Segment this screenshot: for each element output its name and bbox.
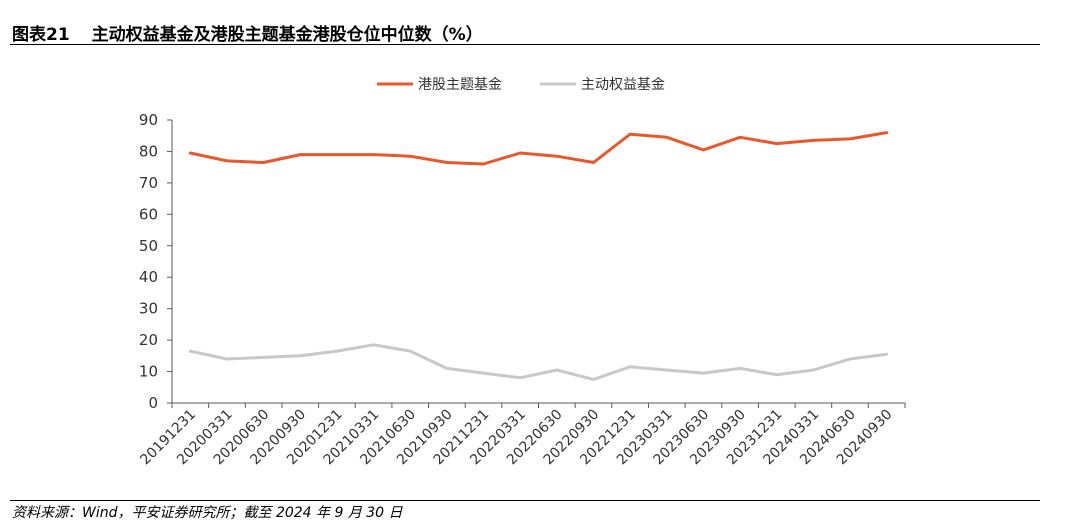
series-layer <box>188 131 889 381</box>
y-tick-label: 0 <box>148 394 158 412</box>
y-tick-label: 90 <box>139 111 158 129</box>
y-axis: 0 10 20 30 40 50 60 70 80 90 <box>139 111 173 412</box>
y-tick-label: 40 <box>139 268 158 286</box>
y-tick-label: 30 <box>139 300 158 318</box>
figure-title-text: 主动权益基金及港股主题基金港股仓位中位数（%） <box>91 25 483 45</box>
y-tick-label: 70 <box>139 174 158 192</box>
y-tick-label: 60 <box>139 205 158 223</box>
series-line-hk-theme-funds <box>188 131 889 166</box>
title-rule <box>10 44 1040 45</box>
legend-label: 港股主题基金 <box>418 76 502 93</box>
source-note: 资料来源：Wind，平安证券研究所；截至 2024 年 9 月 30 日 <box>12 505 403 521</box>
figure-number: 图表21 <box>12 25 70 45</box>
y-tick-label: 80 <box>139 142 158 160</box>
y-tick-label: 20 <box>139 331 158 349</box>
y-tick-label: 10 <box>139 363 158 381</box>
series-line-active-equity-funds <box>188 343 889 381</box>
figure-title: 图表21 主动权益基金及港股主题基金港股仓位中位数（%） <box>12 20 483 45</box>
y-tick-label: 50 <box>139 237 158 255</box>
legend-label: 主动权益基金 <box>581 76 665 93</box>
line-chart: 港股主题基金 主动权益基金 0 10 20 30 40 50 60 70 80 90 2019123… <box>137 76 906 468</box>
x-axis: 2019123120200331202006302020093020201231… <box>137 402 906 468</box>
source-rule <box>10 500 1040 501</box>
legend: 港股主题基金 主动权益基金 <box>377 76 665 93</box>
